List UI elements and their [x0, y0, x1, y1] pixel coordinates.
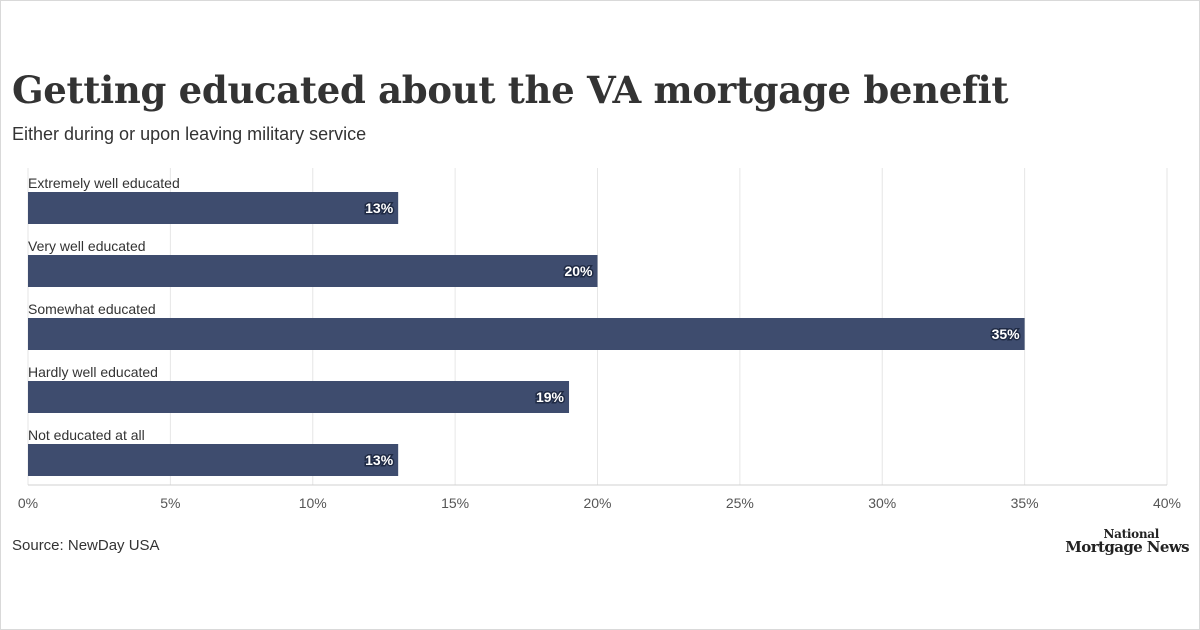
category-label: Very well educated [28, 238, 146, 254]
source-note: Source: NewDay USA [12, 537, 160, 554]
bar-value-label: 20% [564, 263, 593, 279]
category-label: Somewhat educated [28, 301, 156, 317]
bar-value-label: 13% [365, 200, 394, 216]
x-tick-label: 30% [868, 495, 896, 511]
x-tick-label: 35% [1011, 495, 1039, 511]
bar [28, 192, 399, 224]
bar-value-label: 13% [365, 452, 394, 468]
x-tick-label: 40% [1153, 495, 1181, 511]
chart-subtitle: Either during or upon leaving military s… [12, 124, 367, 144]
x-tick-label: 5% [160, 495, 180, 511]
category-label: Hardly well educated [28, 364, 158, 380]
bar [28, 444, 399, 476]
category-label: Not educated at all [28, 427, 145, 443]
x-tick-label: 0% [18, 495, 38, 511]
x-tick-label: 10% [299, 495, 327, 511]
logo-line-2: Mortgage News [1065, 538, 1189, 556]
bar [28, 318, 1025, 350]
logo-line-1: National [1103, 527, 1159, 541]
bar [28, 255, 598, 287]
bar [28, 381, 570, 413]
category-label: Extremely well educated [28, 175, 180, 191]
x-tick-label: 25% [726, 495, 754, 511]
bar-value-label: 35% [992, 326, 1021, 342]
x-tick-label: 15% [441, 495, 469, 511]
national-mortgage-news-logo: National Mortgage News [1065, 528, 1189, 555]
x-tick-label: 20% [583, 495, 611, 511]
bar-value-label: 19% [536, 389, 565, 405]
chart-title: Getting educated about the VA mortgage b… [12, 68, 1009, 112]
